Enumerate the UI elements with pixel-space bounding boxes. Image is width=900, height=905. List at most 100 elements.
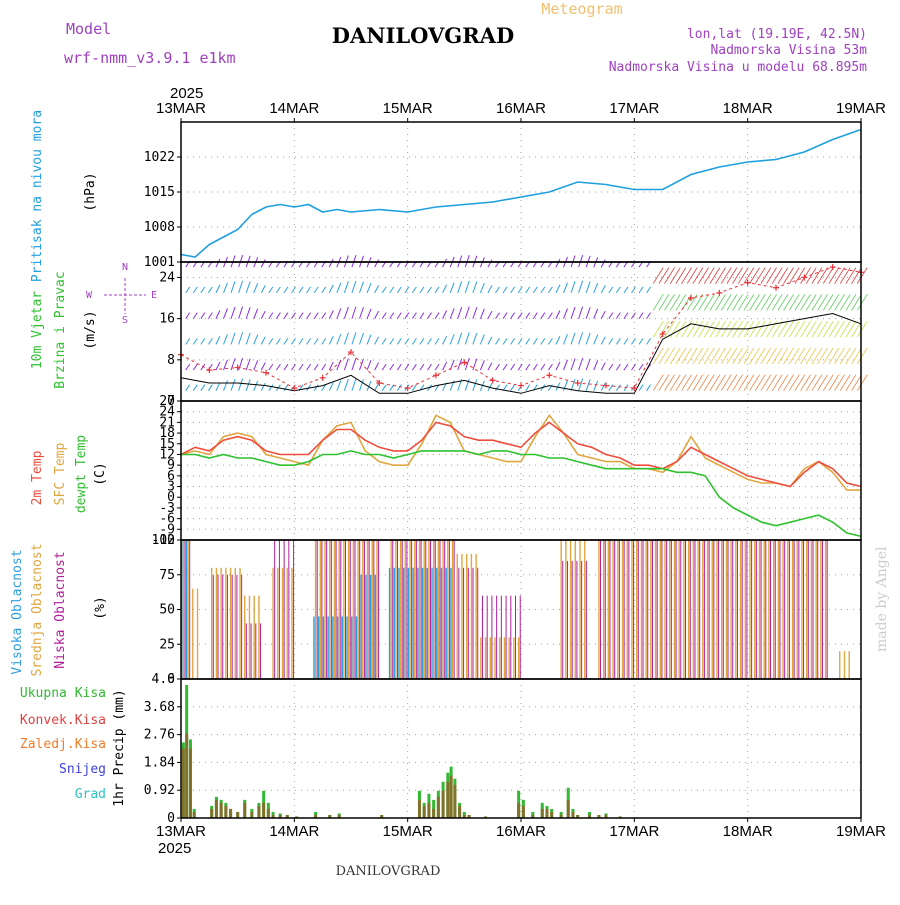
wind-hatch xyxy=(675,294,687,311)
wind-barb xyxy=(442,361,448,371)
wind-hatch xyxy=(749,294,760,311)
wind-hatch xyxy=(652,267,664,284)
x-tick-label-bottom: 19MAR xyxy=(836,823,886,840)
wind-barb xyxy=(495,384,500,391)
wind-barb xyxy=(374,259,380,268)
wind-barb xyxy=(215,361,221,371)
y-tick-label: -12 xyxy=(152,533,175,548)
wind-barb xyxy=(328,310,334,319)
precip-conv-bar xyxy=(462,814,466,818)
wind-barb xyxy=(291,286,296,294)
wind-hatch xyxy=(834,294,845,311)
wind-barb xyxy=(464,332,470,345)
wind-barb xyxy=(585,281,591,294)
x-tick-label-top: 19MAR xyxy=(836,100,886,117)
precip-conv-bar xyxy=(243,802,247,818)
wind-barb xyxy=(615,286,621,294)
y-tick-label: 1008 xyxy=(144,220,175,235)
wind-barb xyxy=(298,286,304,294)
wind-speed-point xyxy=(574,379,581,386)
precip-conv-bar xyxy=(559,814,563,818)
wind-barb xyxy=(555,310,561,319)
wind-barb xyxy=(563,359,568,371)
wind-barb xyxy=(253,282,259,294)
wind-axis-label: 10m Vjetar xyxy=(30,291,45,369)
wind-barb xyxy=(268,384,274,391)
y-tick-label: 0 xyxy=(167,672,175,687)
wind-hatch xyxy=(800,320,811,338)
wind-barb xyxy=(253,308,259,319)
wind-barb xyxy=(298,338,304,345)
wind-barb xyxy=(608,312,614,319)
wind-barb xyxy=(396,384,402,391)
wind-hatch xyxy=(703,267,715,284)
precip-conv-bar xyxy=(618,816,622,818)
wind-barb xyxy=(540,286,546,294)
wind-barb xyxy=(374,285,380,294)
credit-label: made by Angel xyxy=(874,546,890,652)
wind-hatch xyxy=(839,267,851,284)
wind-barb xyxy=(547,312,553,319)
wind-speed-point xyxy=(376,379,383,386)
wind-barb xyxy=(192,363,198,371)
wind-barb xyxy=(487,336,493,345)
wind-barb xyxy=(366,380,372,391)
precip-conv-bar xyxy=(467,814,471,818)
high-cloud-axis-label: Visoka Oblacnost xyxy=(10,549,25,674)
wind-speed-point xyxy=(206,367,213,374)
wind-barb xyxy=(442,258,448,268)
wind-barb xyxy=(238,280,244,294)
y-tick-label: 9 xyxy=(167,458,175,473)
wind-barb xyxy=(283,363,289,371)
wind-barb xyxy=(359,281,364,294)
wind-barb xyxy=(419,338,425,345)
wind-hatch xyxy=(771,347,783,365)
wind-barb xyxy=(321,286,327,294)
wind-hatch xyxy=(800,294,811,311)
wind-barb xyxy=(578,306,584,319)
wind-barb xyxy=(608,286,614,294)
wind-hatch xyxy=(686,374,698,391)
wind-barb xyxy=(283,384,289,391)
wind-barb xyxy=(313,363,319,371)
wind-hatch xyxy=(839,320,851,338)
wind-barb xyxy=(336,282,342,294)
precip-conv-bar xyxy=(328,814,332,818)
wind-barb xyxy=(291,363,296,371)
wind-barb xyxy=(283,312,289,319)
wind-speed-point xyxy=(659,331,666,338)
wind-barb xyxy=(631,338,636,345)
wind-barb xyxy=(646,338,652,345)
wind-barb xyxy=(185,338,191,345)
wind-hatch xyxy=(845,267,857,284)
wind-hatch xyxy=(822,347,834,365)
wind-barb xyxy=(343,281,349,294)
wind-barb xyxy=(336,333,342,345)
panel-frame xyxy=(180,678,862,819)
wind-barb xyxy=(396,286,402,294)
wind-hatch xyxy=(828,374,840,391)
wind-barb xyxy=(185,384,191,391)
wind-hatch xyxy=(675,267,687,284)
wind-barb xyxy=(525,286,531,294)
x-tick-label-bottom: 16MAR xyxy=(496,823,546,840)
wind-axis-label-2: Brzina i Pravac xyxy=(53,271,68,388)
wind-hatch xyxy=(839,347,851,365)
wind-barb xyxy=(313,286,319,294)
wind-hatch xyxy=(828,294,840,311)
y-tick-label: 27 xyxy=(159,394,175,409)
wind-barb xyxy=(275,338,281,345)
wind-hatch xyxy=(737,267,749,284)
wind-barb xyxy=(238,357,244,371)
wind-hatch xyxy=(766,347,777,365)
wind-barb xyxy=(510,312,516,319)
wind-hatch xyxy=(845,294,857,311)
wind-hatch xyxy=(760,374,772,391)
wind-barb xyxy=(442,310,448,319)
wind-barb xyxy=(411,384,417,391)
wind-barb xyxy=(434,338,440,345)
wind-hatch xyxy=(834,374,845,391)
wind-barb xyxy=(487,259,493,268)
wind-barb xyxy=(321,338,327,345)
wind-barb xyxy=(585,358,591,371)
